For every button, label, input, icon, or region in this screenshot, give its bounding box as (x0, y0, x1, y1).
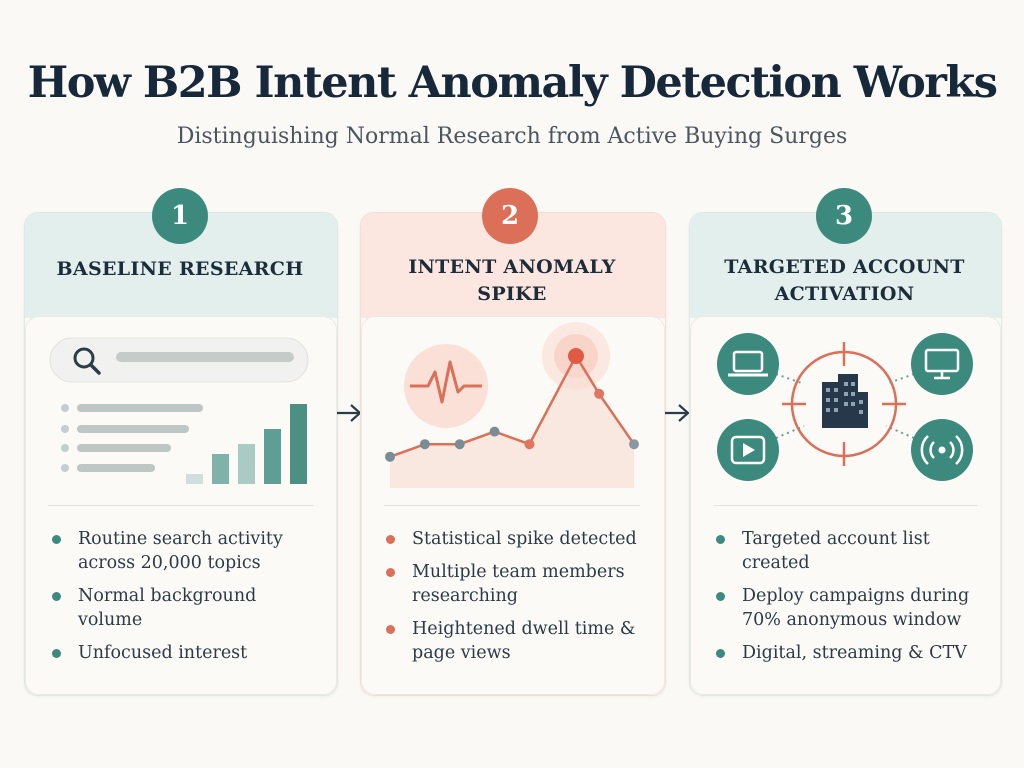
divider (384, 505, 640, 506)
bar (290, 404, 307, 484)
bar-chart-icon (186, 404, 307, 484)
step-number-badge: 3 (816, 188, 872, 244)
bullet-dot (386, 568, 395, 577)
step-title-line: ACTIVATION (774, 283, 915, 305)
step-number-badge: 2 (482, 188, 538, 244)
bullet-dot (386, 625, 395, 634)
bullet-text: Routine search activity across 20,000 to… (78, 529, 283, 573)
bullet-dot (716, 535, 725, 544)
bullet-text: Unfocused interest (78, 643, 248, 663)
line-point (524, 439, 535, 450)
bullet-item: Multiple team members researching (384, 560, 654, 608)
divider (714, 505, 978, 506)
crosshair-icon (782, 342, 906, 466)
video-play-icon (717, 419, 779, 481)
peak-point (568, 348, 584, 364)
anomaly-illustration (385, 322, 639, 488)
bullet-text: Deploy campaigns during 70% anonymous wi… (742, 586, 970, 630)
step-number-badge: 1 (152, 188, 208, 244)
step-title-line: TARGETED ACCOUNT (724, 256, 965, 278)
bar (264, 429, 281, 484)
bullet-list: Statistical spike detected Multiple team… (384, 527, 654, 674)
step-title-line: SPIKE (477, 283, 547, 305)
bullet-list: Routine search activity across 20,000 to… (50, 527, 320, 674)
bullet-text: Statistical spike detected (412, 529, 637, 549)
bullet-text: Heightened dwell time & page views (412, 619, 636, 663)
bullet-item: Statistical spike detected (384, 527, 654, 551)
bullet-item: Targeted account list created (714, 527, 994, 575)
bullet-item: Unfocused interest (50, 641, 320, 665)
heartbeat-icon (404, 344, 488, 428)
bullet-item: Deploy campaigns during 70% anonymous wi… (714, 584, 994, 632)
bullet-text: Multiple team members researching (412, 562, 625, 606)
activation-illustration (717, 333, 973, 481)
bullet-text: Digital, streaming & CTV (742, 643, 967, 663)
bar (186, 474, 203, 484)
bullet-item: Digital, streaming & CTV (714, 641, 994, 665)
step-title: TARGETED ACCOUNT ACTIVATION (689, 254, 1000, 308)
page-subtitle: Distinguishing Normal Research from Acti… (176, 124, 848, 149)
line-point (454, 439, 465, 450)
building-icon (822, 374, 868, 428)
arrow-right-icon (665, 404, 690, 422)
broadcast-icon (911, 419, 973, 481)
step-title: BASELINE RESEARCH (24, 256, 336, 283)
list-lines-icon (61, 404, 203, 472)
laptop-icon (717, 333, 779, 395)
line-point (385, 451, 395, 462)
bar (212, 454, 229, 484)
bullet-text: Targeted account list created (742, 529, 930, 573)
bullet-item: Heightened dwell time & page views (384, 617, 654, 665)
line-point (629, 439, 639, 450)
divider (48, 505, 314, 506)
spike-line-chart-icon (385, 322, 639, 488)
bullet-text: Normal background volume (78, 586, 257, 630)
bar (238, 444, 255, 484)
bullet-list: Targeted account list created Deploy cam… (714, 527, 994, 674)
monitor-icon (911, 333, 973, 395)
bullet-dot (52, 649, 61, 658)
line-point (419, 439, 430, 450)
baseline-illustration (49, 337, 309, 484)
bullet-item: Normal background volume (50, 584, 320, 632)
step-title-line: INTENT ANOMALY (408, 256, 616, 278)
line-point (594, 388, 605, 399)
step-title-line: BASELINE RESEARCH (56, 258, 304, 280)
step-title: INTENT ANOMALY SPIKE (360, 254, 664, 308)
bullet-dot (386, 535, 395, 544)
page-title: How B2B Intent Anomaly Detection Works (27, 58, 998, 108)
search-icon (49, 337, 309, 383)
connector-lines (775, 373, 915, 439)
bullet-dot (52, 535, 61, 544)
bullet-dot (716, 592, 725, 601)
bullet-dot (52, 592, 61, 601)
bullet-dot (716, 649, 725, 658)
bullet-item: Routine search activity across 20,000 to… (50, 527, 320, 575)
line-point (489, 426, 500, 437)
